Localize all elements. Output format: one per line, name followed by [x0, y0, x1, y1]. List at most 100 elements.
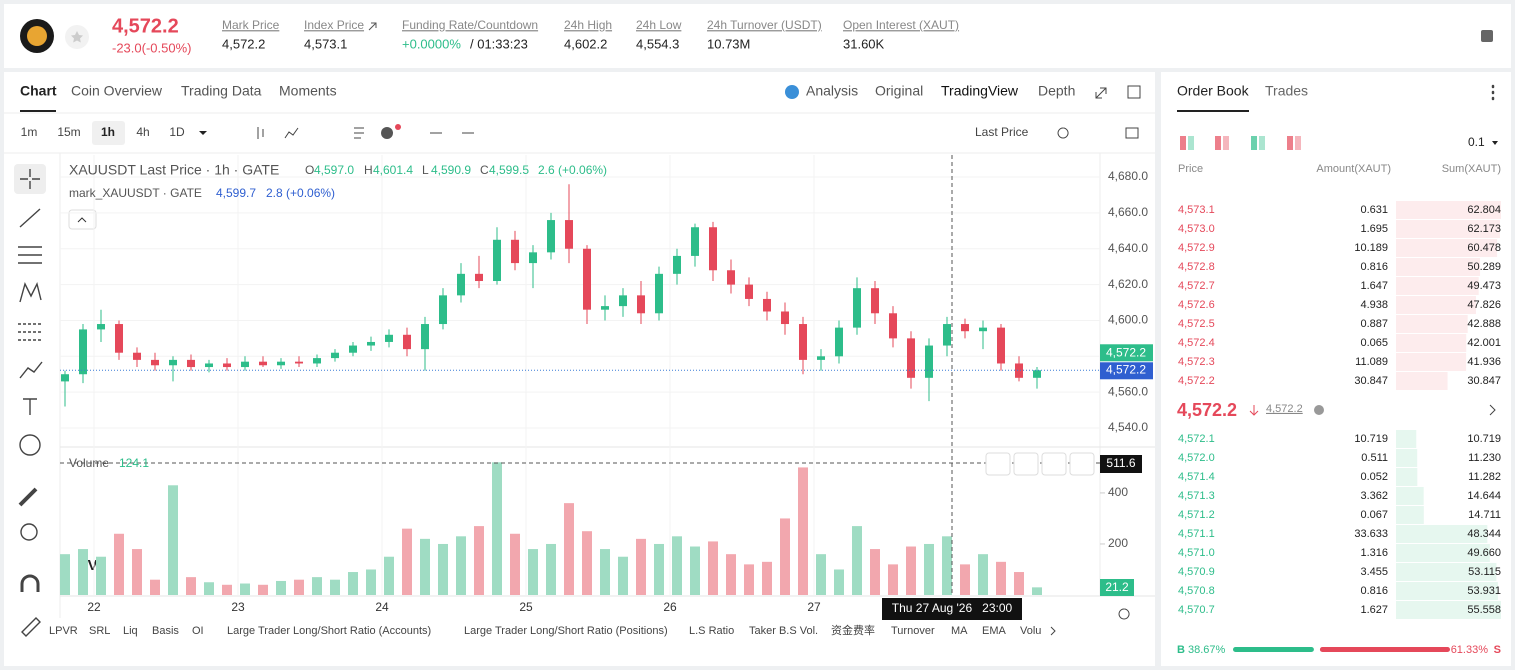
ob-amount: 0.511 — [1361, 452, 1388, 464]
ob-last-price: 4,572.2 — [1177, 400, 1237, 420]
last-price-tag — [1100, 362, 1153, 380]
layout-icon[interactable] — [1295, 136, 1301, 150]
indicator-tab[interactable]: L.S Ratio — [689, 625, 734, 637]
layout-icon[interactable] — [1215, 136, 1221, 150]
ob-price: 4,572.5 — [1178, 318, 1215, 330]
pen-tool[interactable] — [21, 617, 41, 637]
layout-icon[interactable] — [1223, 136, 1229, 150]
depth-bar — [1396, 468, 1418, 486]
depth-bar — [1396, 563, 1497, 581]
y-tick-label: 4,640.0 — [1108, 241, 1148, 255]
view-tab[interactable]: Original — [875, 83, 923, 99]
volume-bar — [456, 536, 466, 595]
tab[interactable]: Coin Overview — [71, 83, 163, 99]
indicator-tab[interactable]: EMA — [982, 625, 1007, 637]
indicator-tab[interactable]: Large Trader Long/Short Ratio (Positions… — [464, 625, 668, 637]
ob-amount: 3.362 — [1360, 490, 1388, 502]
stat-value: 10.73M — [707, 36, 750, 51]
interval[interactable]: 1m — [21, 125, 38, 139]
layout-icon[interactable] — [1188, 136, 1194, 150]
layout-icon[interactable] — [1259, 136, 1265, 150]
precision[interactable]: 0.1 — [1468, 135, 1485, 149]
interval[interactable]: 4h — [136, 125, 149, 139]
indicator-tab[interactable]: Volu — [1020, 625, 1041, 637]
fib-tool[interactable] — [18, 323, 42, 341]
channel-tool[interactable] — [18, 246, 42, 264]
trades-tab[interactable]: Trades — [1265, 83, 1308, 99]
crosshair-tool[interactable] — [20, 169, 40, 189]
candle-body — [79, 329, 87, 375]
tool-active[interactable] — [14, 164, 46, 194]
volume-tick-label: 400 — [1108, 485, 1128, 499]
pane-button[interactable] — [1013, 452, 1039, 476]
layout-icon[interactable] — [1180, 136, 1186, 150]
pane-button[interactable] — [1041, 452, 1067, 476]
volume-bar — [1014, 572, 1024, 595]
indicator-tab[interactable]: 资金费率 — [831, 623, 875, 637]
pane-button[interactable] — [1069, 452, 1095, 476]
candle-body — [961, 324, 969, 332]
zoom-tool[interactable] — [20, 523, 38, 541]
volume-bar — [330, 579, 340, 595]
volume-bar — [834, 569, 844, 595]
layout-icon[interactable] — [1287, 136, 1293, 150]
layout-icon[interactable] — [1251, 136, 1257, 150]
candle-body — [943, 324, 951, 346]
line-tool[interactable] — [19, 208, 41, 228]
volume-bar — [474, 526, 484, 595]
view-tab[interactable]: TradingView — [941, 83, 1019, 99]
view-tab[interactable]: Depth — [1038, 83, 1075, 99]
tab[interactable]: Chart — [20, 83, 57, 99]
view-tab[interactable]: Analysis — [806, 83, 858, 99]
plus-icon — [1314, 405, 1324, 415]
candle-body — [781, 311, 789, 325]
text-tool[interactable] — [23, 398, 37, 415]
tab[interactable]: Moments — [279, 83, 337, 99]
indicator-tab[interactable]: Basis — [152, 625, 179, 637]
ob-sum: 14.644 — [1467, 490, 1501, 502]
ob-header: Sum(XAUT) — [1442, 163, 1501, 175]
ob-price: 4,571.0 — [1178, 547, 1215, 559]
candle-body — [1033, 370, 1041, 378]
interval[interactable]: 15m — [57, 125, 80, 139]
settings-icon[interactable] — [1481, 30, 1493, 42]
orderbook-tab[interactable]: Order Book — [1177, 83, 1250, 99]
indicator-dot — [395, 124, 401, 130]
indicator-tab[interactable]: MA — [951, 625, 968, 637]
candle-body — [385, 334, 393, 342]
crosshair-value: 511.6 — [1106, 456, 1135, 470]
indicator-tab[interactable]: Liq — [123, 625, 138, 637]
emoji-tool[interactable] — [19, 434, 41, 456]
collapse-button[interactable] — [68, 209, 97, 230]
price-type[interactable]: Last Price — [975, 125, 1029, 139]
indicator-tab[interactable]: OI — [192, 625, 204, 637]
depth-bar — [1396, 334, 1467, 352]
indicator-tab[interactable]: Large Trader Long/Short Ratio (Accounts) — [227, 625, 431, 637]
interval[interactable]: 1h — [101, 125, 115, 139]
brush-tool[interactable] — [19, 361, 43, 379]
indicator-tab[interactable]: Turnover — [891, 625, 935, 637]
precision-caret — [1492, 141, 1498, 145]
ob-price: 4,573.1 — [1178, 204, 1215, 216]
coin-icon-inner — [27, 26, 47, 46]
magnet-tool[interactable] — [20, 574, 40, 592]
tab[interactable]: Trading Data — [181, 83, 262, 99]
star-icon — [71, 31, 83, 43]
indicator-tab[interactable]: Taker B.S Vol. — [749, 625, 818, 637]
indicator-tab[interactable]: SRL — [89, 625, 110, 637]
ob-sum: 48.344 — [1467, 528, 1501, 540]
indicator-tab[interactable]: LPVR — [49, 625, 78, 637]
stat-value: 4,602.2 — [564, 36, 607, 51]
measure-tool[interactable] — [18, 487, 38, 507]
candle-body — [601, 306, 609, 310]
pattern-tool[interactable] — [19, 281, 42, 303]
fullscreen-icon — [1095, 87, 1107, 99]
volume-bar — [708, 541, 718, 595]
candle-body — [457, 273, 465, 296]
pane-button[interactable] — [985, 452, 1011, 476]
mark-price-tag — [1100, 344, 1153, 362]
interval[interactable]: 1D — [169, 125, 185, 139]
volume-value: 124.1 — [119, 456, 149, 470]
x-tick-label: 26 — [663, 600, 677, 614]
